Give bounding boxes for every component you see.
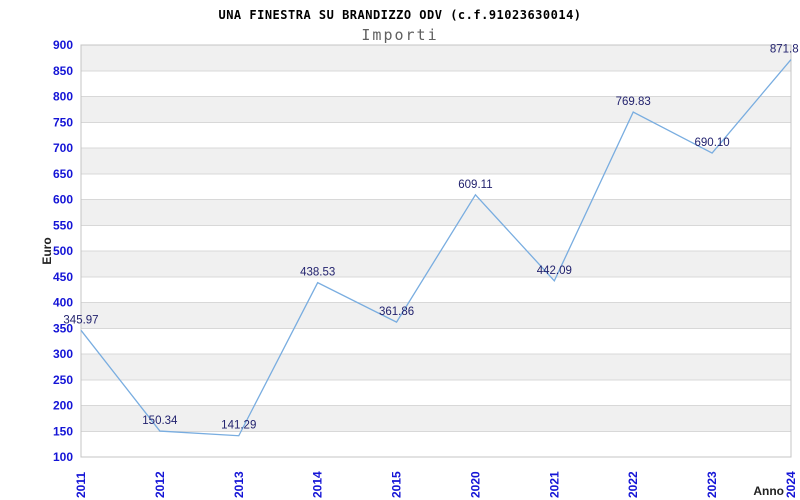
point-label: 609.11 [458, 179, 492, 191]
y-tick-label: 750 [53, 115, 73, 129]
y-tick-label: 550 [53, 218, 73, 232]
plot-band [81, 276, 791, 303]
y-tick-label: 350 [53, 321, 73, 335]
x-tick-label: 2024 [784, 471, 798, 498]
y-tick-label: 400 [53, 296, 73, 310]
point-label: 690.10 [695, 137, 730, 149]
x-tick-label: 2014 [311, 471, 325, 498]
plot-band [81, 70, 791, 97]
plot-band [81, 405, 791, 432]
x-tick-label: 2011 [74, 472, 88, 498]
plot-band [81, 379, 791, 406]
plot-band [81, 431, 791, 457]
plot-band [81, 173, 791, 200]
plot-band [81, 96, 791, 123]
y-tick-label: 700 [53, 141, 73, 155]
y-tick-label: 800 [53, 90, 73, 104]
data-line [80, 59, 792, 437]
point-label: 769.83 [616, 96, 651, 108]
y-tick-label: 200 [53, 399, 73, 413]
plot-border [80, 44, 792, 458]
point-label: 141.29 [221, 420, 256, 432]
plot-band [81, 302, 791, 329]
chart-title: UNA FINESTRA SU BRANDIZZO ODV (c.f.91023… [218, 8, 582, 22]
point-label: 442.09 [537, 265, 572, 277]
point-label: 871.8 [770, 44, 799, 56]
x-axis-title: Anno [753, 484, 784, 498]
x-tick-label: 2012 [153, 471, 167, 498]
plot-band [81, 199, 791, 226]
plot-band [81, 45, 791, 71]
chart-subtitle: Importi [361, 26, 439, 44]
y-tick-label: 900 [53, 38, 73, 52]
y-tick-label: 250 [53, 373, 73, 387]
plot-band [81, 251, 791, 277]
y-tick-label: 500 [53, 244, 73, 258]
x-tick-label: 2023 [705, 471, 719, 498]
x-tick-label: 2021 [547, 471, 561, 498]
y-tick-label: 650 [53, 167, 73, 181]
x-tick-label: 2022 [626, 471, 640, 498]
point-label: 345.97 [63, 314, 98, 326]
x-tick-label: 2013 [232, 471, 246, 498]
x-tick-label: 2015 [390, 471, 404, 498]
x-tick-label: 2020 [468, 471, 482, 498]
y-tick-label: 300 [53, 347, 73, 361]
plot-band [81, 354, 791, 380]
y-tick-label: 150 [53, 424, 73, 438]
plot-band [81, 148, 791, 174]
plot-band [81, 122, 791, 148]
plot-band [81, 328, 791, 354]
point-label: 438.53 [300, 267, 335, 279]
plot-band [81, 225, 791, 251]
y-tick-label: 450 [53, 270, 73, 284]
point-label: 361.86 [379, 306, 414, 318]
y-tick-label: 850 [53, 64, 73, 78]
y-tick-label: 100 [53, 450, 73, 464]
y-tick-label: 600 [53, 193, 73, 207]
y-axis-title: Euro [40, 237, 54, 265]
point-label: 150.34 [142, 415, 178, 427]
